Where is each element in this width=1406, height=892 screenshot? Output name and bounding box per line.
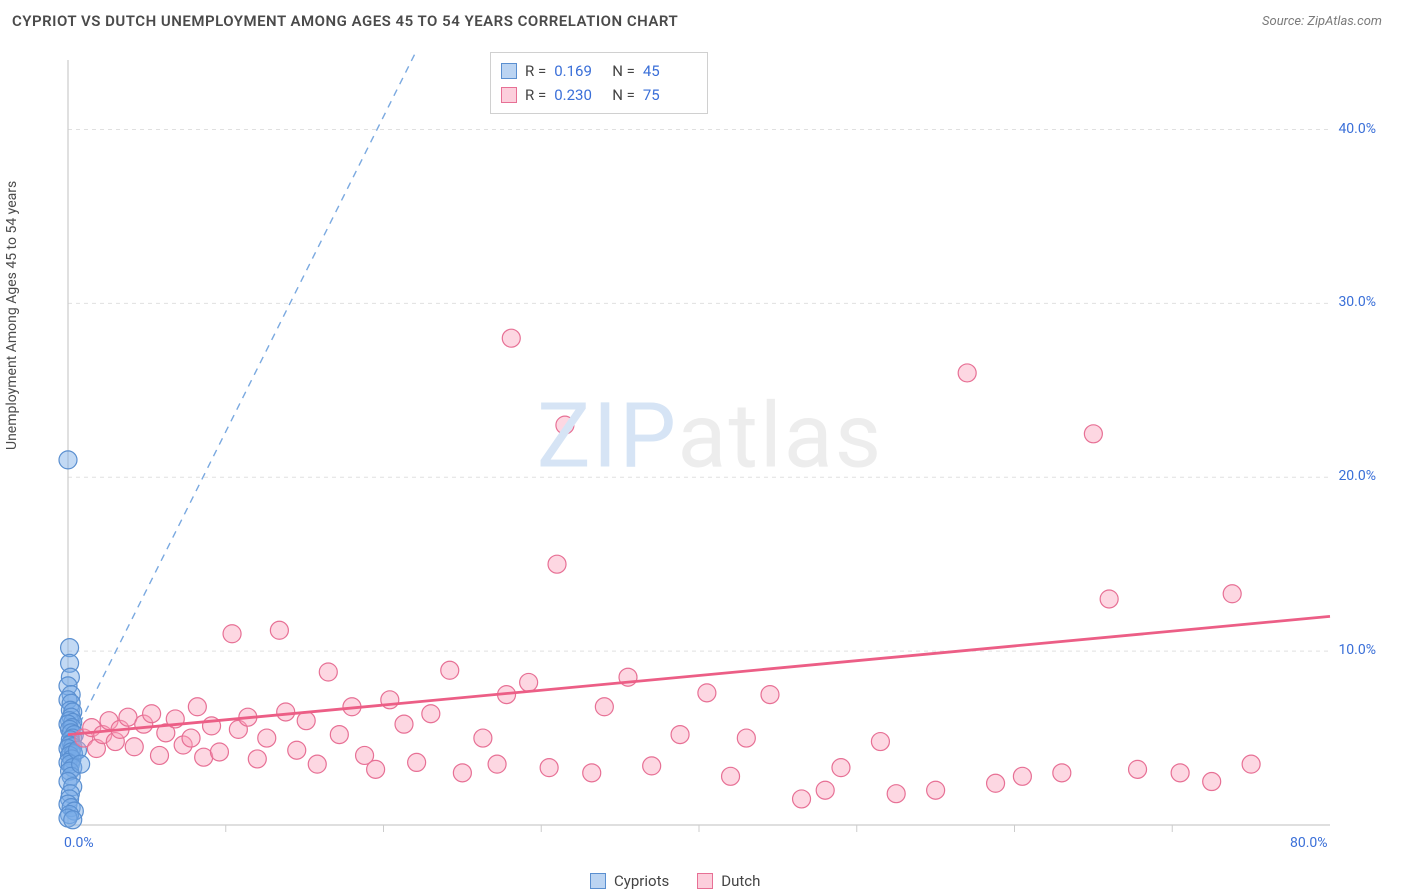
x-tick-label: 0.0% — [64, 835, 94, 851]
plot-area: ZIPatlas — [50, 50, 1370, 855]
legend-label: Dutch — [721, 872, 760, 890]
scatter-chart — [50, 50, 1370, 855]
n-value: 75 — [643, 83, 693, 107]
legend-item: Dutch — [697, 872, 760, 890]
correlation-legend-row: R = 0.169 N = 45 — [501, 59, 693, 83]
header-row: CYPRIOT VS DUTCH UNEMPLOYMENT AMONG AGES… — [0, 0, 1406, 38]
y-tick-label: 20.0% — [1338, 468, 1376, 484]
n-value: 45 — [643, 59, 693, 83]
n-label: N = — [612, 83, 635, 107]
correlation-legend-row: R = 0.230 N = 75 — [501, 83, 693, 107]
n-label: N = — [612, 59, 635, 83]
series-legend: Cypriots Dutch — [590, 872, 760, 890]
r-value: 0.169 — [554, 59, 604, 83]
y-tick-label: 40.0% — [1338, 121, 1376, 137]
chart-title: CYPRIOT VS DUTCH UNEMPLOYMENT AMONG AGES… — [12, 12, 678, 30]
y-axis-label: Unemployment Among Ages 45 to 54 years — [4, 181, 20, 450]
r-label: R = — [525, 59, 546, 83]
swatch-pink-icon — [501, 87, 517, 103]
y-tick-label: 10.0% — [1338, 642, 1376, 658]
swatch-pink-icon — [697, 873, 713, 889]
r-label: R = — [525, 83, 546, 107]
correlation-legend: R = 0.169 N = 45 R = 0.230 N = 75 — [490, 52, 708, 114]
legend-item: Cypriots — [590, 872, 669, 890]
swatch-blue-icon — [501, 63, 517, 79]
x-tick-label: 80.0% — [1290, 835, 1328, 851]
legend-label: Cypriots — [614, 872, 669, 890]
y-tick-label: 30.0% — [1338, 294, 1376, 310]
chart-source: Source: ZipAtlas.com — [1262, 14, 1382, 29]
r-value: 0.230 — [554, 83, 604, 107]
swatch-blue-icon — [590, 873, 606, 889]
